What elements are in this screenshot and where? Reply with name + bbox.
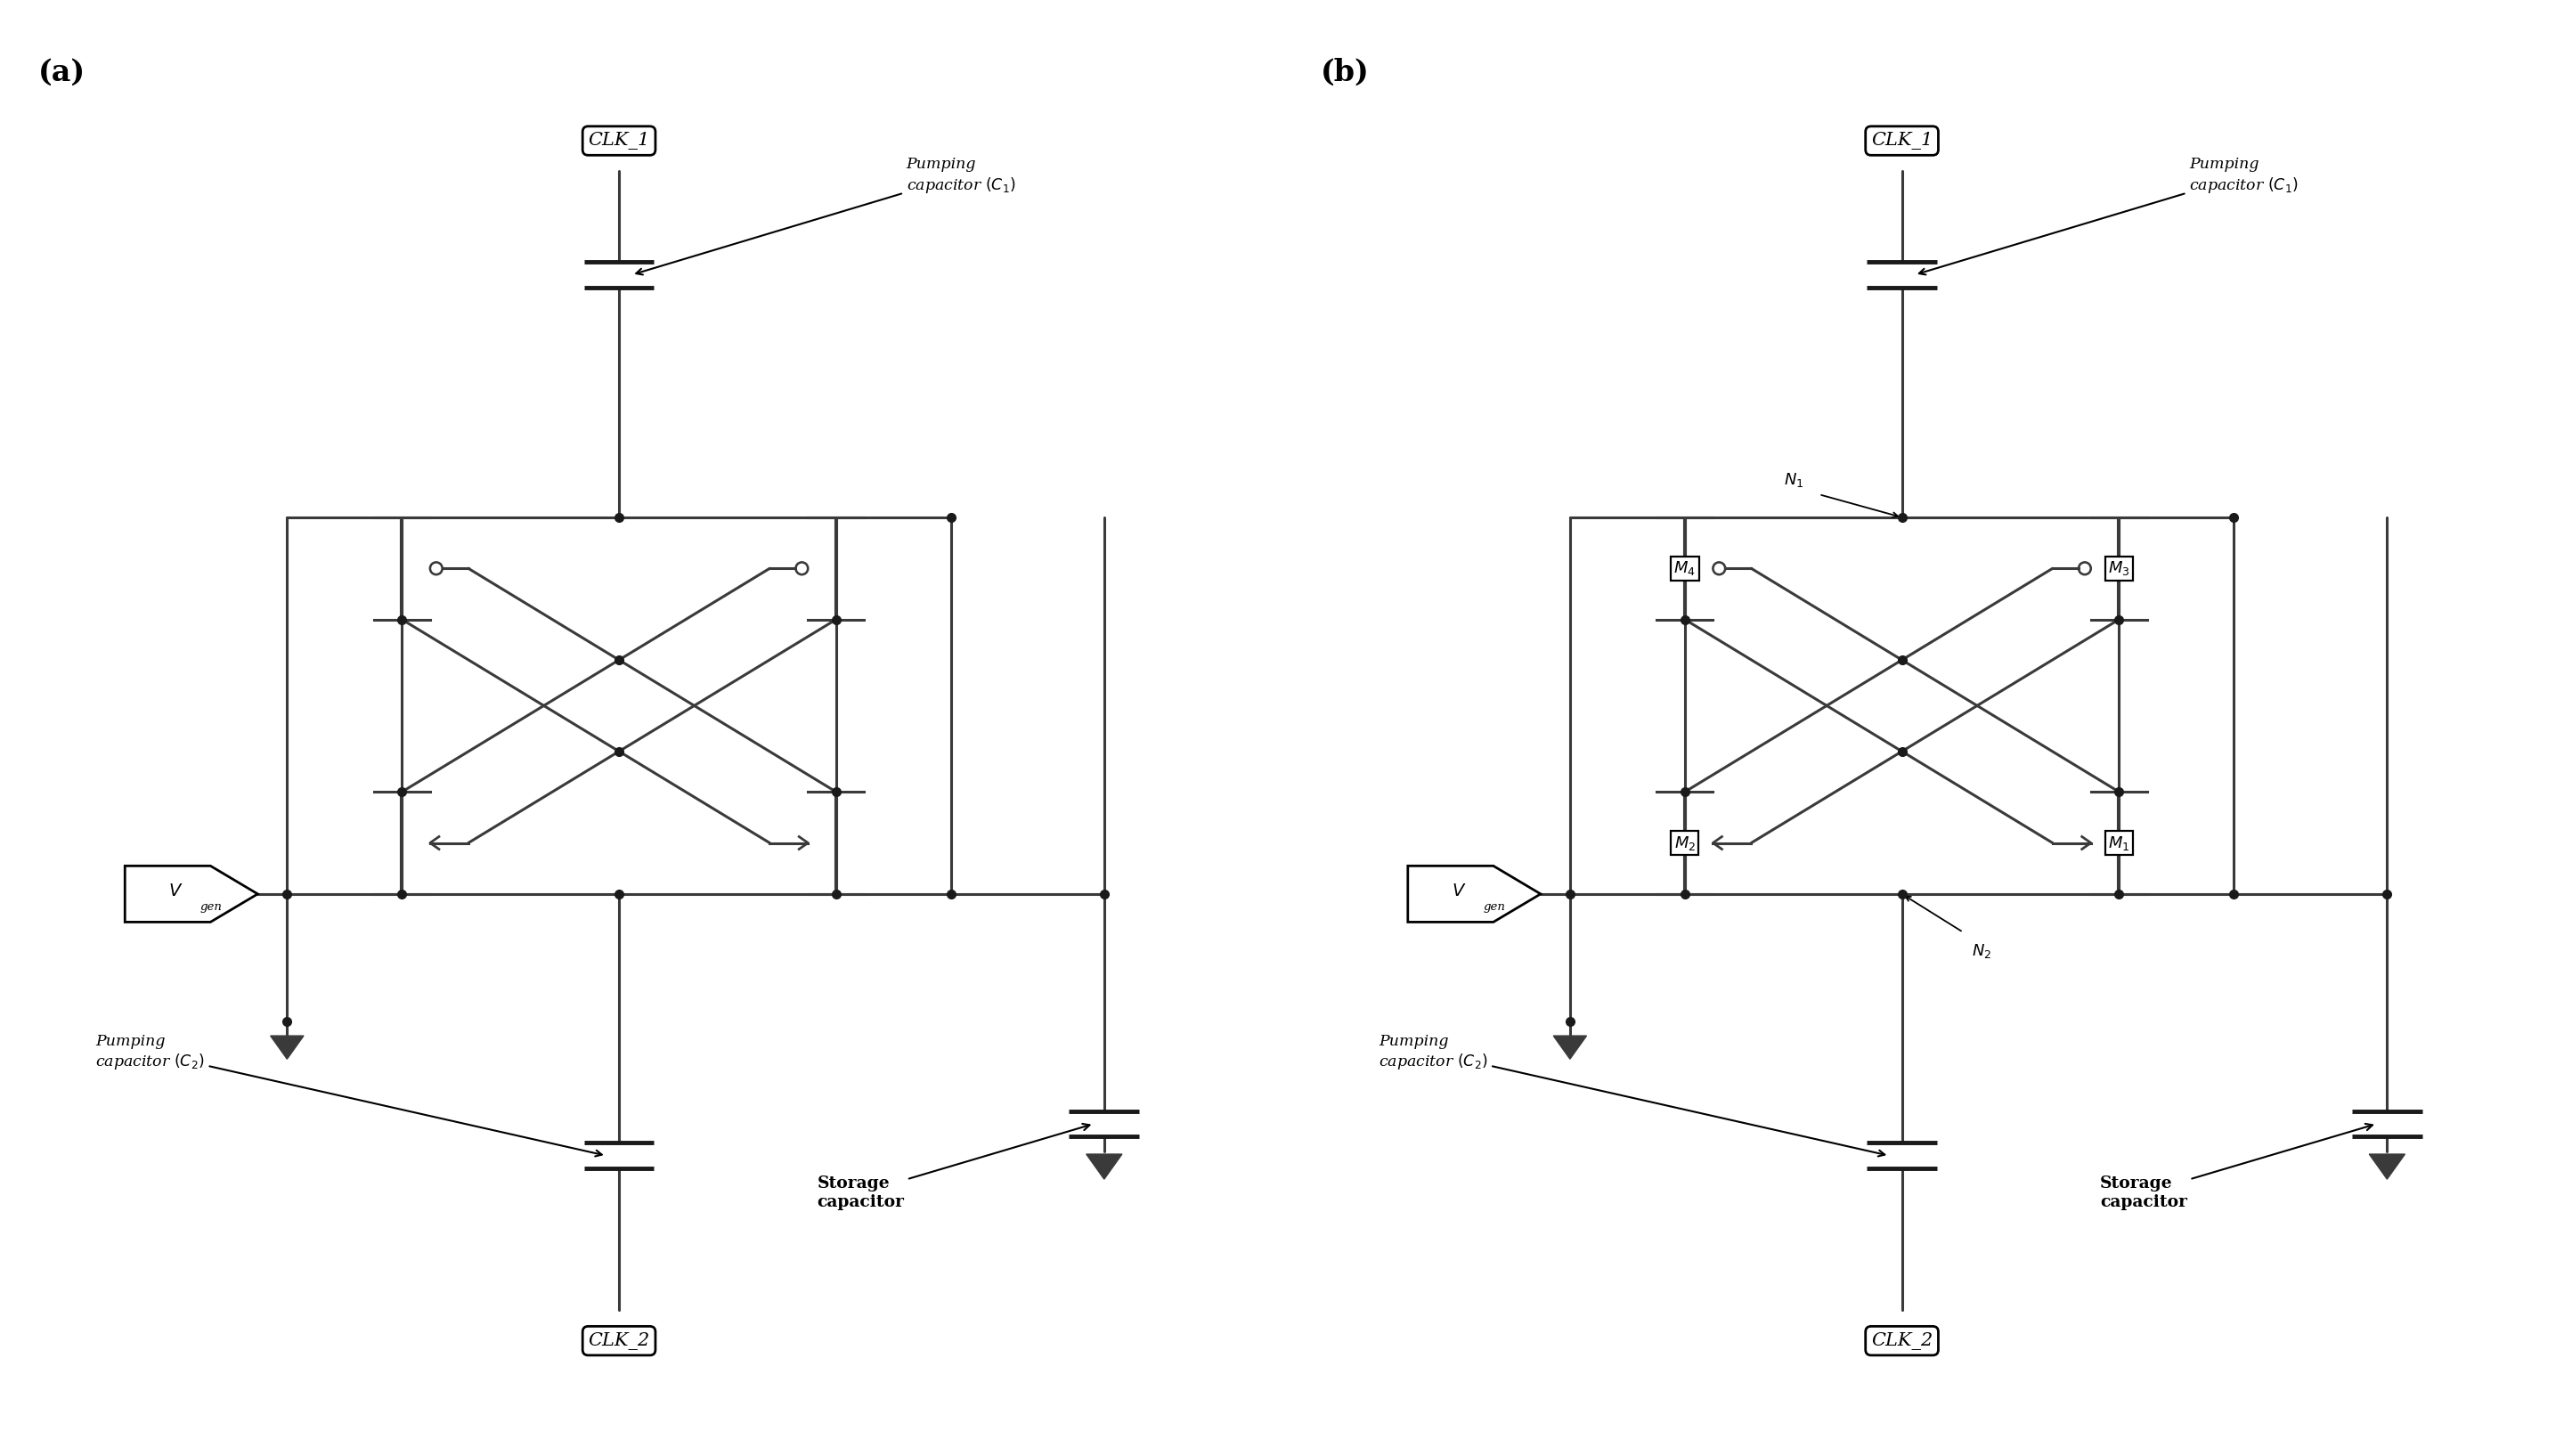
Text: $M_2$: $M_2$ (1674, 834, 1695, 852)
Text: $M_4$: $M_4$ (1674, 559, 1695, 578)
Text: Pumping
capacitor $(C_2)$: Pumping capacitor $(C_2)$ (95, 1034, 602, 1156)
Text: Pumping
capacitor $(C_1)$: Pumping capacitor $(C_1)$ (1919, 157, 2299, 275)
Text: (a): (a) (39, 58, 85, 87)
Text: Storage
capacitor: Storage capacitor (818, 1124, 1091, 1210)
Polygon shape (2369, 1155, 2405, 1179)
Polygon shape (1085, 1155, 1121, 1179)
Text: Pumping
capacitor $(C_2)$: Pumping capacitor $(C_2)$ (1379, 1034, 1885, 1156)
Text: $N_1$: $N_1$ (1782, 472, 1803, 489)
Text: CLK_1: CLK_1 (589, 132, 651, 150)
Text: $M_3$: $M_3$ (2109, 559, 2130, 578)
Text: CLK_2: CLK_2 (1870, 1332, 1932, 1350)
Text: CLK_2: CLK_2 (589, 1332, 651, 1350)
Text: Pumping
capacitor $(C_1)$: Pumping capacitor $(C_1)$ (635, 157, 1016, 275)
Polygon shape (270, 1035, 303, 1059)
Text: gen: gen (201, 901, 221, 913)
Text: Storage
capacitor: Storage capacitor (2099, 1124, 2371, 1210)
Text: gen: gen (1484, 901, 1505, 913)
Text: $V$: $V$ (170, 884, 183, 900)
Polygon shape (1407, 866, 1541, 922)
Text: $M_1$: $M_1$ (2109, 834, 2130, 852)
Text: (b): (b) (1322, 58, 1371, 87)
Polygon shape (126, 866, 257, 922)
Polygon shape (1553, 1035, 1587, 1059)
Text: $N_2$: $N_2$ (1973, 942, 1991, 961)
Text: $V$: $V$ (1451, 884, 1466, 900)
Text: CLK_1: CLK_1 (1870, 132, 1932, 150)
